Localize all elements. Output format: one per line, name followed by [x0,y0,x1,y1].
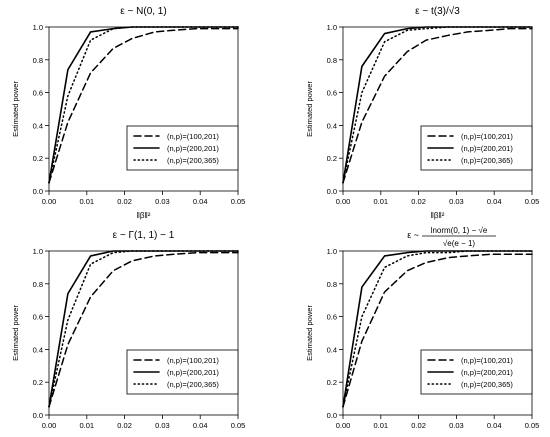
y-tick-label: 0.6 [33,89,43,98]
x-tick-label: 0.05 [231,421,246,430]
y-tick-label: 0.8 [33,280,43,289]
legend-label: (n,p)=(200,365) [167,380,219,389]
legend-label: (n,p)=(200,201) [167,368,219,377]
y-tick-label: 0.2 [327,154,337,163]
legend-label: (n,p)=(100,201) [167,132,219,141]
x-axis-label: ‖β‖² [137,211,151,220]
y-tick-label: 1.0 [33,23,43,32]
x-tick-label: 0.03 [449,197,464,206]
x-tick-label: 0.03 [449,421,464,430]
x-tick-label: 0.01 [79,197,94,206]
x-tick-label: 0.00 [336,421,351,430]
x-tick-label: 0.04 [487,197,502,206]
x-tick-label: 0.02 [117,421,132,430]
series-line-dashed [342,27,533,184]
legend: (n,p)=(100,201) (n,p)=(200,201) (n,p)=(200… [420,349,533,395]
series-line-dotted [342,26,533,184]
x-tick-label: 0.03 [155,421,170,430]
y-tick-label: 0.6 [33,313,43,322]
y-tick-label: 0.4 [327,345,337,354]
legend-label: (n,p)=(200,201) [461,144,513,153]
x-tick-label: 0.02 [117,197,132,206]
y-tick-label: 0.0 [33,411,43,420]
panel-t3: ε ~ t(3)/√3 0.0 0.2 0.4 0.6 0.8 1.0 0.00 0.01 0.0… [305,5,539,220]
title-numerator: lnorm(0, 1) − √e [431,226,488,235]
x-tick-label: 0.02 [411,197,426,206]
legend-label: (n,p)=(200,365) [461,380,513,389]
series-line-dotted [48,250,239,408]
legend: (n,p)=(100,201) (n,p)=(200,201) (n,p)=(200… [126,125,239,171]
panel-gamma: ε ~ Γ(1, 1) − 1 0.0 0.2 0.4 0.6 0.8 1.0 0.00 0.0… [11,230,246,437]
y-axis-label: Estimated power [305,305,314,361]
x-axis-label: ‖β‖² [431,211,445,220]
x-tick-label: 0.03 [155,197,170,206]
y-tick-label: 0.8 [33,56,43,65]
x-tick-label: 0.04 [487,421,502,430]
chart-title: ε ~ N(0, 1) [120,6,166,17]
chart-title: ε ~ t(3)/√3 [415,5,460,17]
y-axis-label: Estimated power [305,81,314,137]
y-tick-label: 0.8 [327,56,337,65]
y-tick-label: 0.6 [327,313,337,322]
y-tick-label: 0.2 [33,378,43,387]
y-tick-label: 0.2 [33,154,43,163]
x-tick-label: 0.04 [193,197,208,206]
legend-label: (n,p)=(200,365) [461,156,513,165]
legend: (n,p)=(100,201) (n,p)=(200,201) (n,p)=(200… [126,349,239,395]
y-tick-label: 0.2 [327,378,337,387]
y-tick-label: 0.0 [327,187,337,196]
x-tick-label: 0.00 [336,197,351,206]
x-tick-label: 0.01 [373,197,388,206]
y-tick-label: 0.0 [33,187,43,196]
y-tick-label: 0.0 [327,411,337,420]
title-denominator: √e(e − 1) [443,239,476,248]
y-tick-label: 0.6 [327,89,337,98]
series-line-dashed [342,253,533,408]
series-line-dashed [48,251,239,408]
x-tick-label: 0.05 [231,197,246,206]
x-tick-label: 0.02 [411,421,426,430]
panel-lognormal: ε ~ lnorm(0, 1) − √e √e(e − 1) 0.0 0.2 0.4 0.6… [305,226,540,437]
legend-label: (n,p)=(200,365) [167,156,219,165]
series-line-solid [48,26,239,184]
y-tick-label: 0.8 [327,280,337,289]
y-tick-label: 1.0 [327,247,337,256]
y-tick-label: 0.4 [327,121,337,130]
legend: (n,p)=(100,201) (n,p)=(200,201) (n,p)=(200… [420,125,533,171]
chart-title: ε ~ Γ(1, 1) − 1 [113,230,175,241]
y-tick-label: 1.0 [327,23,337,32]
x-tick-label: 0.04 [193,421,208,430]
y-tick-label: 0.4 [33,121,43,130]
y-tick-label: 0.4 [33,345,43,354]
chart-title: ε ~ lnorm(0, 1) − √e √e(e − 1) [407,226,496,248]
x-tick-label: 0.05 [525,421,540,430]
x-tick-label: 0.00 [42,197,57,206]
y-tick-label: 1.0 [33,247,43,256]
title-lead: ε ~ [407,230,419,240]
panel-normal: ε ~ N(0, 1) 0.0 0.2 0.4 0.6 0.8 1.0 0.00 0.01 0.0… [11,6,245,220]
y-axis-label: Estimated power [11,305,20,361]
y-axis-label: Estimated power [11,81,20,137]
x-tick-label: 0.05 [525,197,540,206]
series-line-dashed [48,27,239,184]
series-line-dotted [48,26,239,184]
x-tick-label: 0.01 [79,421,94,430]
series-line-solid [48,250,239,408]
legend-label: (n,p)=(100,201) [461,132,513,141]
legend-label: (n,p)=(100,201) [461,356,513,365]
x-tick-label: 0.00 [42,421,57,430]
legend-label: (n,p)=(100,201) [167,356,219,365]
legend-label: (n,p)=(200,201) [167,144,219,153]
legend-label: (n,p)=(200,201) [461,368,513,377]
x-tick-label: 0.01 [373,421,388,430]
series-line-dotted [342,250,533,408]
